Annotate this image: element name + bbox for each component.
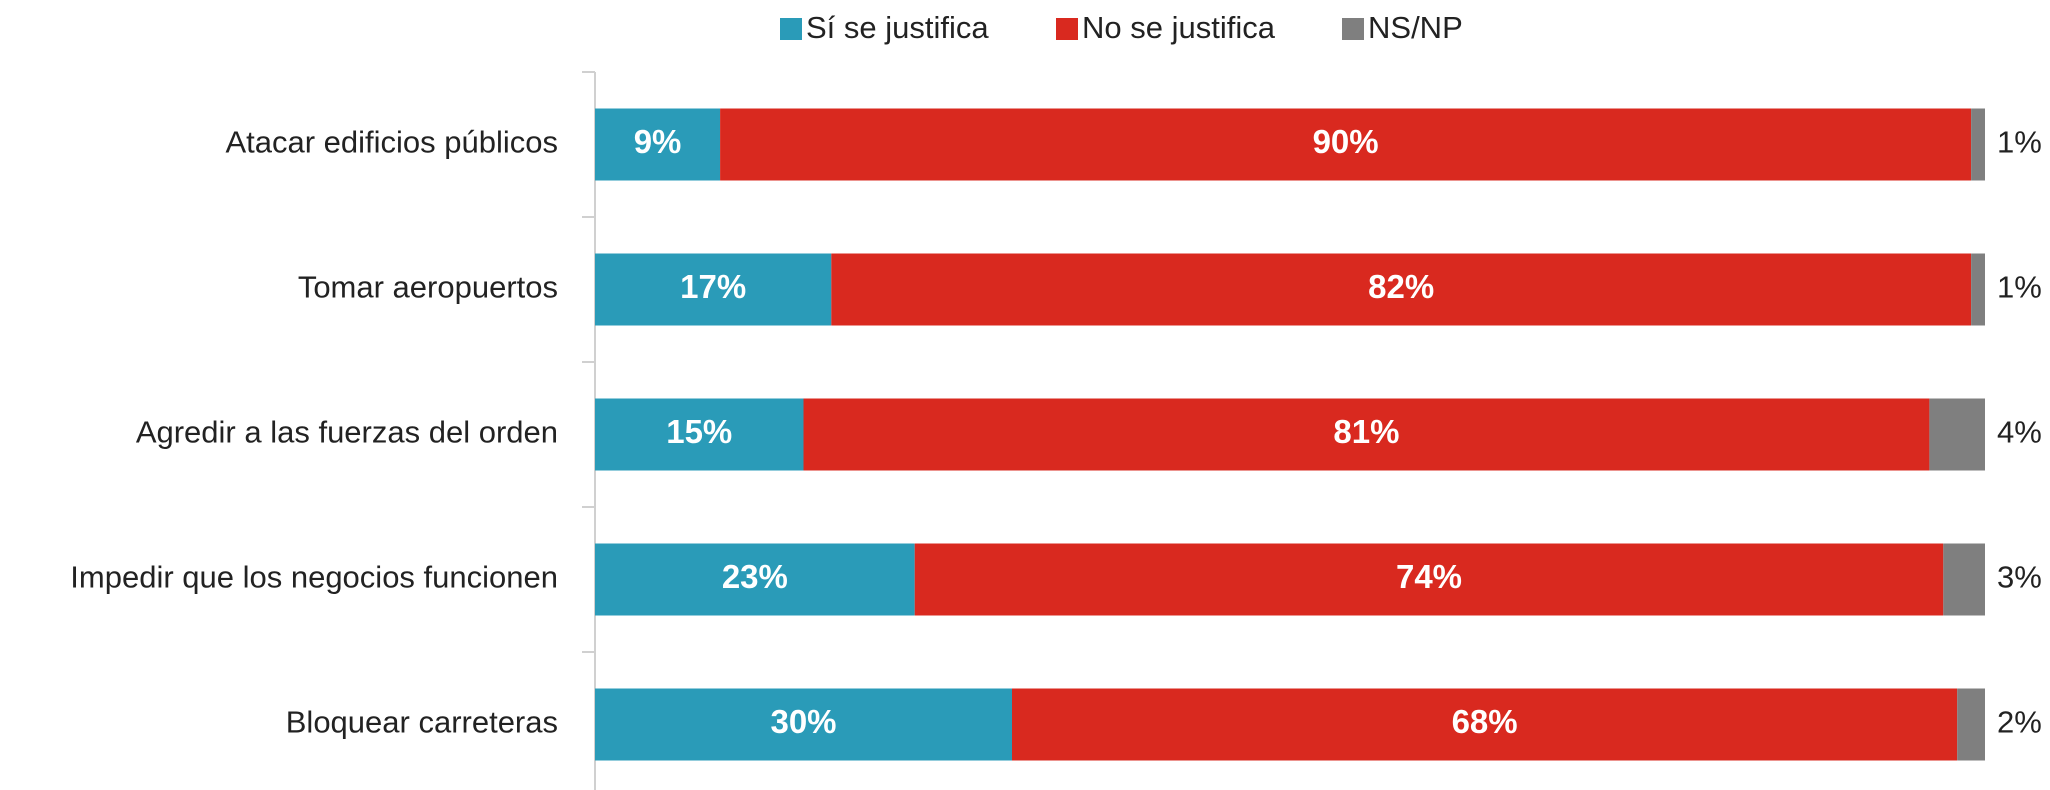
value-label: 82% [1368,268,1434,305]
legend-swatch [1056,18,1078,40]
value-label: 3% [1997,560,2042,595]
bar-segment [595,253,832,326]
legend-label: No se justifica [1082,10,1276,45]
value-label: 15% [666,413,732,450]
category-label: Agredir a las fuerzas del orden [136,415,558,450]
bar-segment [1971,253,1985,326]
value-label: 1% [1997,125,2042,160]
legend-swatch [780,18,802,40]
value-label: 74% [1396,558,1462,595]
category-label: Impedir que los negocios funcionen [70,560,558,595]
bar-segment [1971,108,1985,181]
bar-segment [595,543,915,616]
bar-segment [720,108,1972,181]
category-label: Atacar edificios públicos [225,125,558,160]
value-label: 81% [1333,413,1399,450]
bar-segment [595,688,1012,761]
category-label: Bloquear carreteras [286,705,558,740]
bar-segment [595,398,804,471]
value-label: 9% [634,123,682,160]
value-label: 4% [1997,415,2042,450]
bar-segment [1929,398,1985,471]
value-label: 30% [770,703,836,740]
bar-segment [1957,688,1985,761]
value-label: 68% [1452,703,1518,740]
bar-segment [914,543,1944,616]
value-label: 17% [680,268,746,305]
legend-swatch [1342,18,1364,40]
value-label: 1% [1997,270,2042,305]
bar-segment [1943,543,1985,616]
bar-segment [595,108,721,181]
bar-segment [1012,688,1958,761]
bar-segment [803,398,1930,471]
category-label: Tomar aeropuertos [298,270,558,305]
bar-segment [831,253,1972,326]
value-label: 2% [1997,705,2042,740]
legend-label: Sí se justifica [806,10,989,45]
legend-label: NS/NP [1368,10,1463,45]
value-label: 23% [722,558,788,595]
value-label: 90% [1313,123,1379,160]
